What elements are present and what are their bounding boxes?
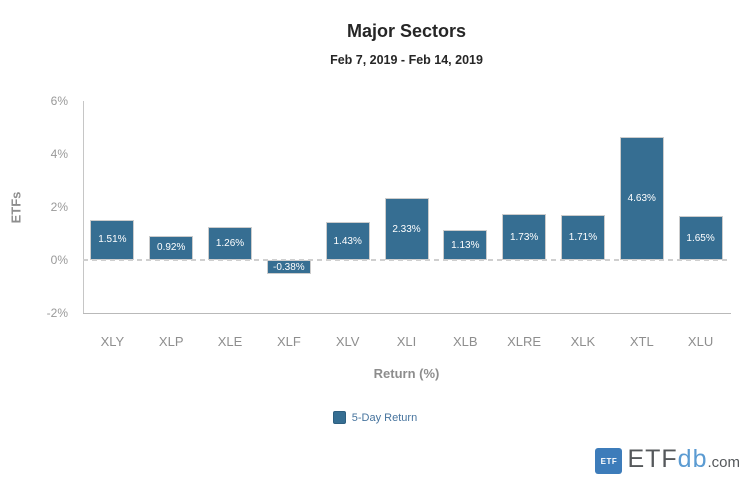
bar-xlv[interactable]: 1.43% — [325, 222, 370, 260]
x-axis-category-label: XLE — [217, 334, 243, 349]
x-axis-line — [83, 313, 731, 314]
x-axis-category-label: XLV — [335, 334, 360, 349]
legend-item-label: 5-Day Return — [351, 411, 418, 424]
x-axis-category-label: XLK — [570, 334, 596, 349]
chart-subtitle: Feb 7, 2019 - Feb 14, 2019 — [330, 53, 483, 67]
x-axis-category-label: XTL — [629, 334, 654, 349]
y-axis-line — [83, 101, 84, 313]
etfdb-logo-text: ETFdb.com — [627, 446, 740, 476]
chart-title: Major Sectors — [346, 21, 467, 41]
y-axis-tick-label: 4% — [50, 147, 68, 161]
bar-value-label: 1.26% — [215, 237, 245, 249]
y-axis-tick-label: 0% — [50, 253, 68, 267]
y-axis-tick-label: 2% — [50, 200, 68, 214]
bar-value-label: 1.71% — [568, 231, 598, 243]
zero-line — [83, 259, 730, 261]
x-axis-category-label: XLY — [100, 334, 125, 349]
bar-xlp[interactable]: 0.92% — [149, 235, 194, 260]
x-axis-category-label: XLU — [687, 334, 714, 349]
bar-value-label: 4.63% — [627, 193, 656, 205]
bar-xlf[interactable]: -0.38% — [266, 260, 311, 274]
x-axis-category-label: XLF — [276, 334, 301, 349]
etf-logo-icon: ETF — [595, 448, 623, 474]
bar-value-label: 1.65% — [686, 232, 715, 244]
bar-value-label: 1.13% — [451, 239, 480, 251]
y-axis-tick-label: 6% — [50, 94, 68, 108]
logo-db-text: db — [677, 445, 708, 473]
x-axis-category-label: XLRE — [507, 334, 542, 349]
bar-xly[interactable]: 1.51% — [90, 219, 135, 260]
bar-xlu[interactable]: 1.65% — [678, 216, 723, 260]
bar-xle[interactable]: 1.26% — [208, 226, 253, 260]
legend: 5-Day Return — [0, 411, 750, 424]
legend-swatch-icon — [332, 411, 346, 424]
bar-value-label: 1.73% — [509, 231, 539, 243]
x-axis-category-label: XLB — [453, 334, 478, 349]
bar-xtl[interactable]: 4.63% — [619, 137, 664, 260]
bar-value-label: 2.33% — [392, 223, 421, 235]
y-axis-tick-label: -2% — [46, 306, 68, 320]
etfdb-logo[interactable]: ETF ETFdb.com — [595, 446, 740, 476]
x-axis-title: Return (%) — [373, 366, 440, 381]
bar-value-label: -0.38% — [273, 261, 305, 273]
bar-value-label: 1.51% — [98, 234, 127, 246]
bar-xlb[interactable]: 1.13% — [443, 230, 488, 260]
bar-value-label: 1.43% — [333, 235, 362, 247]
logo-etf-text: ETF — [627, 445, 678, 473]
bar-xlk[interactable]: 1.71% — [560, 214, 605, 260]
x-axis-category-label: XLI — [396, 334, 417, 349]
logo-com-text: .com — [707, 454, 740, 471]
x-axis-category-label: XLP — [158, 334, 184, 349]
bar-xli[interactable]: 2.33% — [384, 198, 429, 260]
bar-value-label: 0.92% — [157, 242, 186, 254]
bar-xlre[interactable]: 1.73% — [502, 214, 547, 260]
legend-item-5-day-return[interactable]: 5-Day Return — [332, 411, 418, 424]
